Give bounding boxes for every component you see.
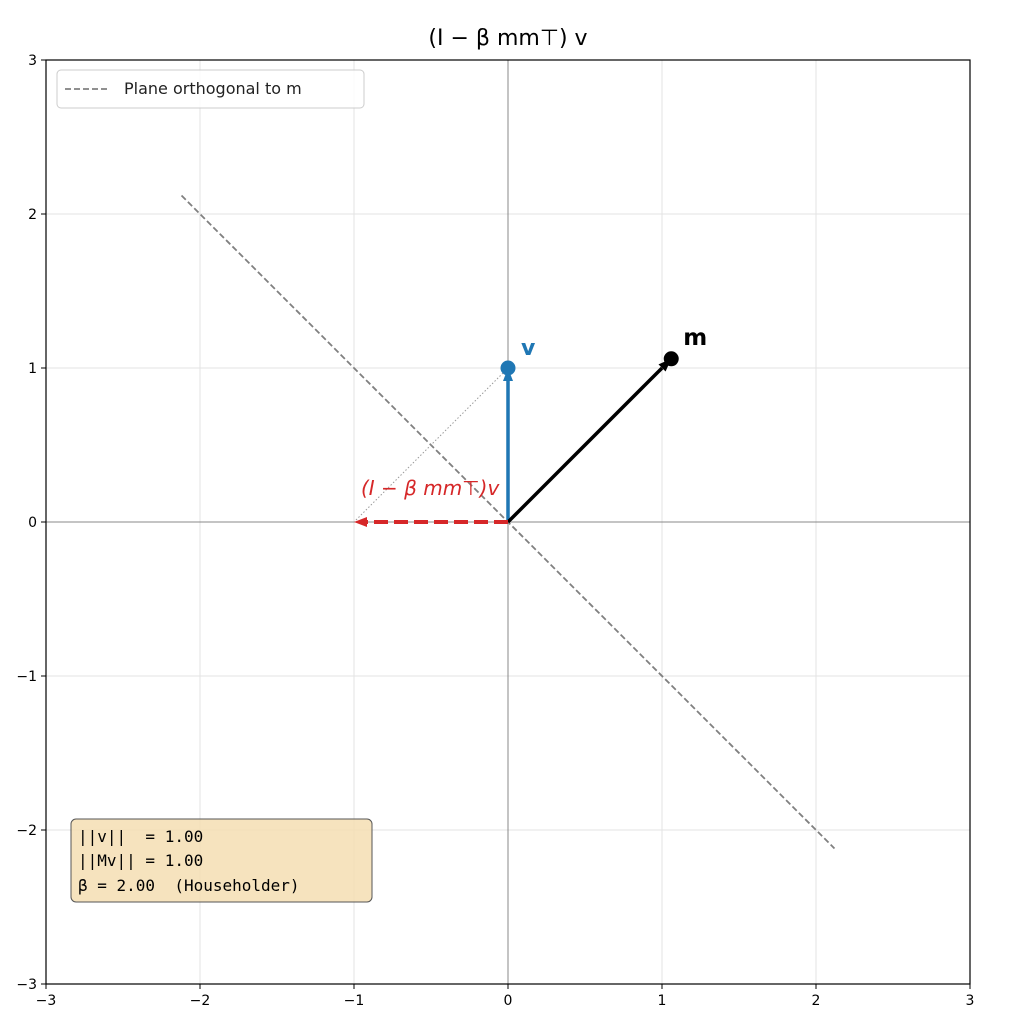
vector-m-endpoint [663,351,679,367]
info-box: ||v|| = 1.00 ||Mv|| = 1.00 β = 2.00 (Hou… [70,818,373,903]
x-tick-label: −2 [190,993,211,1009]
x-tick-label: −3 [36,993,57,1009]
info-line-norm-mv: ||Mv|| = 1.00 [78,851,203,870]
y-tick-label: −3 [16,977,37,993]
y-tick-label: −1 [16,669,37,685]
x-tick-label: 3 [966,993,975,1009]
x-tick-label: 0 [504,993,513,1009]
vector-label-m: m [683,325,707,351]
x-tick-label: 2 [812,993,821,1009]
vector-v-endpoint [500,360,516,376]
y-tick-label: 0 [28,515,37,531]
vector-label-mv: (I − β mm⊤)v [361,476,500,500]
info-box-background [70,818,373,903]
info-line-norm-v: ||v|| = 1.00 [78,827,203,846]
legend-box [56,69,365,109]
vector-m-shaft [506,366,664,524]
y-tick-label: −2 [16,823,37,839]
x-tick-label: 1 [658,993,667,1009]
y-tick-label: 3 [28,53,37,69]
vector-label-v: v [521,336,536,361]
ticks: −3 −2 −1 0 1 2 3 −3 −2 −1 0 1 2 3 [16,53,974,1009]
info-line-beta: β = 2.00 (Householder) [78,876,300,895]
y-tick-label: 1 [28,361,37,377]
legend: Plane orthogonal to m [56,69,365,109]
dotted-connector [353,367,509,523]
chart-title: (I − β mm⊤) v [428,26,587,51]
y-tick-label: 2 [28,207,37,223]
vector-Mv-arrowhead [354,517,367,527]
x-tick-label: −1 [344,993,365,1009]
legend-label: Plane orthogonal to m [124,79,302,98]
marks: v m (I − β mm⊤)v [180,194,836,850]
